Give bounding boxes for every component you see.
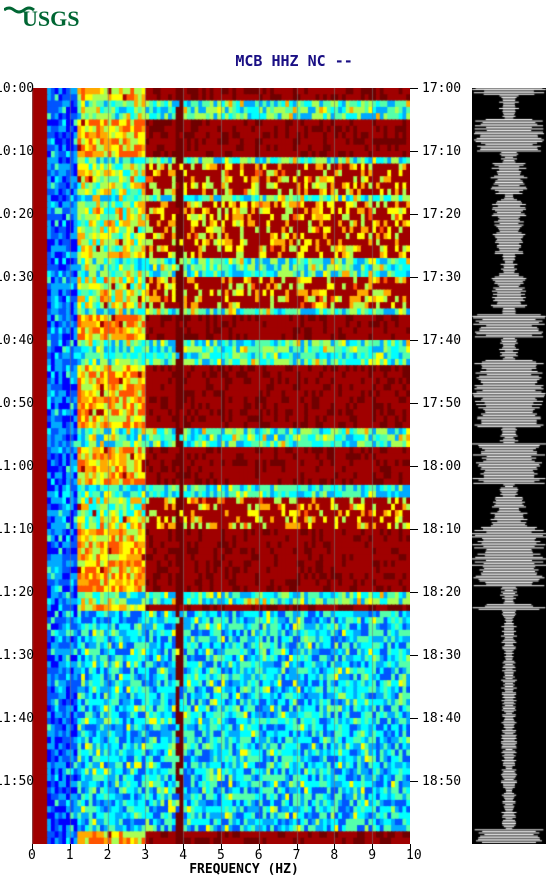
right-time-tick: 18:10 xyxy=(422,522,461,537)
station-code: MCB HHZ NC -- xyxy=(235,52,352,70)
x-tick: 6 xyxy=(255,848,263,863)
x-tick: 7 xyxy=(293,848,301,863)
x-tick: 2 xyxy=(104,848,112,863)
left-time-tick: 11:40 xyxy=(0,711,34,726)
logo-text: USGS xyxy=(22,6,79,31)
right-time-tick: 18:00 xyxy=(422,459,461,474)
right-time-tick: 18:40 xyxy=(422,711,461,726)
left-time-tick: 11:30 xyxy=(0,648,34,663)
left-time-tick: 11:20 xyxy=(0,585,34,600)
x-tick: 8 xyxy=(330,848,338,863)
x-tick: 5 xyxy=(217,848,225,863)
left-time-tick: 10:00 xyxy=(0,81,34,96)
right-time-tick: 18:30 xyxy=(422,648,461,663)
waveform-canvas xyxy=(472,88,546,844)
right-time-tick: 17:50 xyxy=(422,396,461,411)
right-time-tick: 17:00 xyxy=(422,81,461,96)
left-time-tick: 10:50 xyxy=(0,396,34,411)
x-tick: 0 xyxy=(28,848,36,863)
right-time-tick: 18:50 xyxy=(422,774,461,789)
right-time-tick: 17:10 xyxy=(422,144,461,159)
right-time-tick: 17:40 xyxy=(422,333,461,348)
x-tick: 1 xyxy=(66,848,74,863)
left-time-tick: 11:00 xyxy=(0,459,34,474)
x-axis-label: FREQUENCY (HZ) xyxy=(24,862,464,876)
left-time-tick: 10:30 xyxy=(0,270,34,285)
x-tick: 9 xyxy=(368,848,376,863)
right-time-tick: 17:30 xyxy=(422,270,461,285)
plot-area: 10:0010:1010:2010:3010:4010:5011:0011:10… xyxy=(0,88,552,878)
left-time-tick: 10:10 xyxy=(0,144,34,159)
left-time-tick: 11:10 xyxy=(0,522,34,537)
left-time-tick: 10:40 xyxy=(0,333,34,348)
right-time-tick: 18:20 xyxy=(422,585,461,600)
usgs-logo: USGS xyxy=(4,4,104,32)
left-time-tick: 10:20 xyxy=(0,207,34,222)
x-tick: 10 xyxy=(406,848,422,863)
spectrogram-canvas xyxy=(32,88,410,844)
left-time-tick: 11:50 xyxy=(0,774,34,789)
x-tick: 3 xyxy=(141,848,149,863)
x-tick: 4 xyxy=(179,848,187,863)
right-time-tick: 17:20 xyxy=(422,207,461,222)
